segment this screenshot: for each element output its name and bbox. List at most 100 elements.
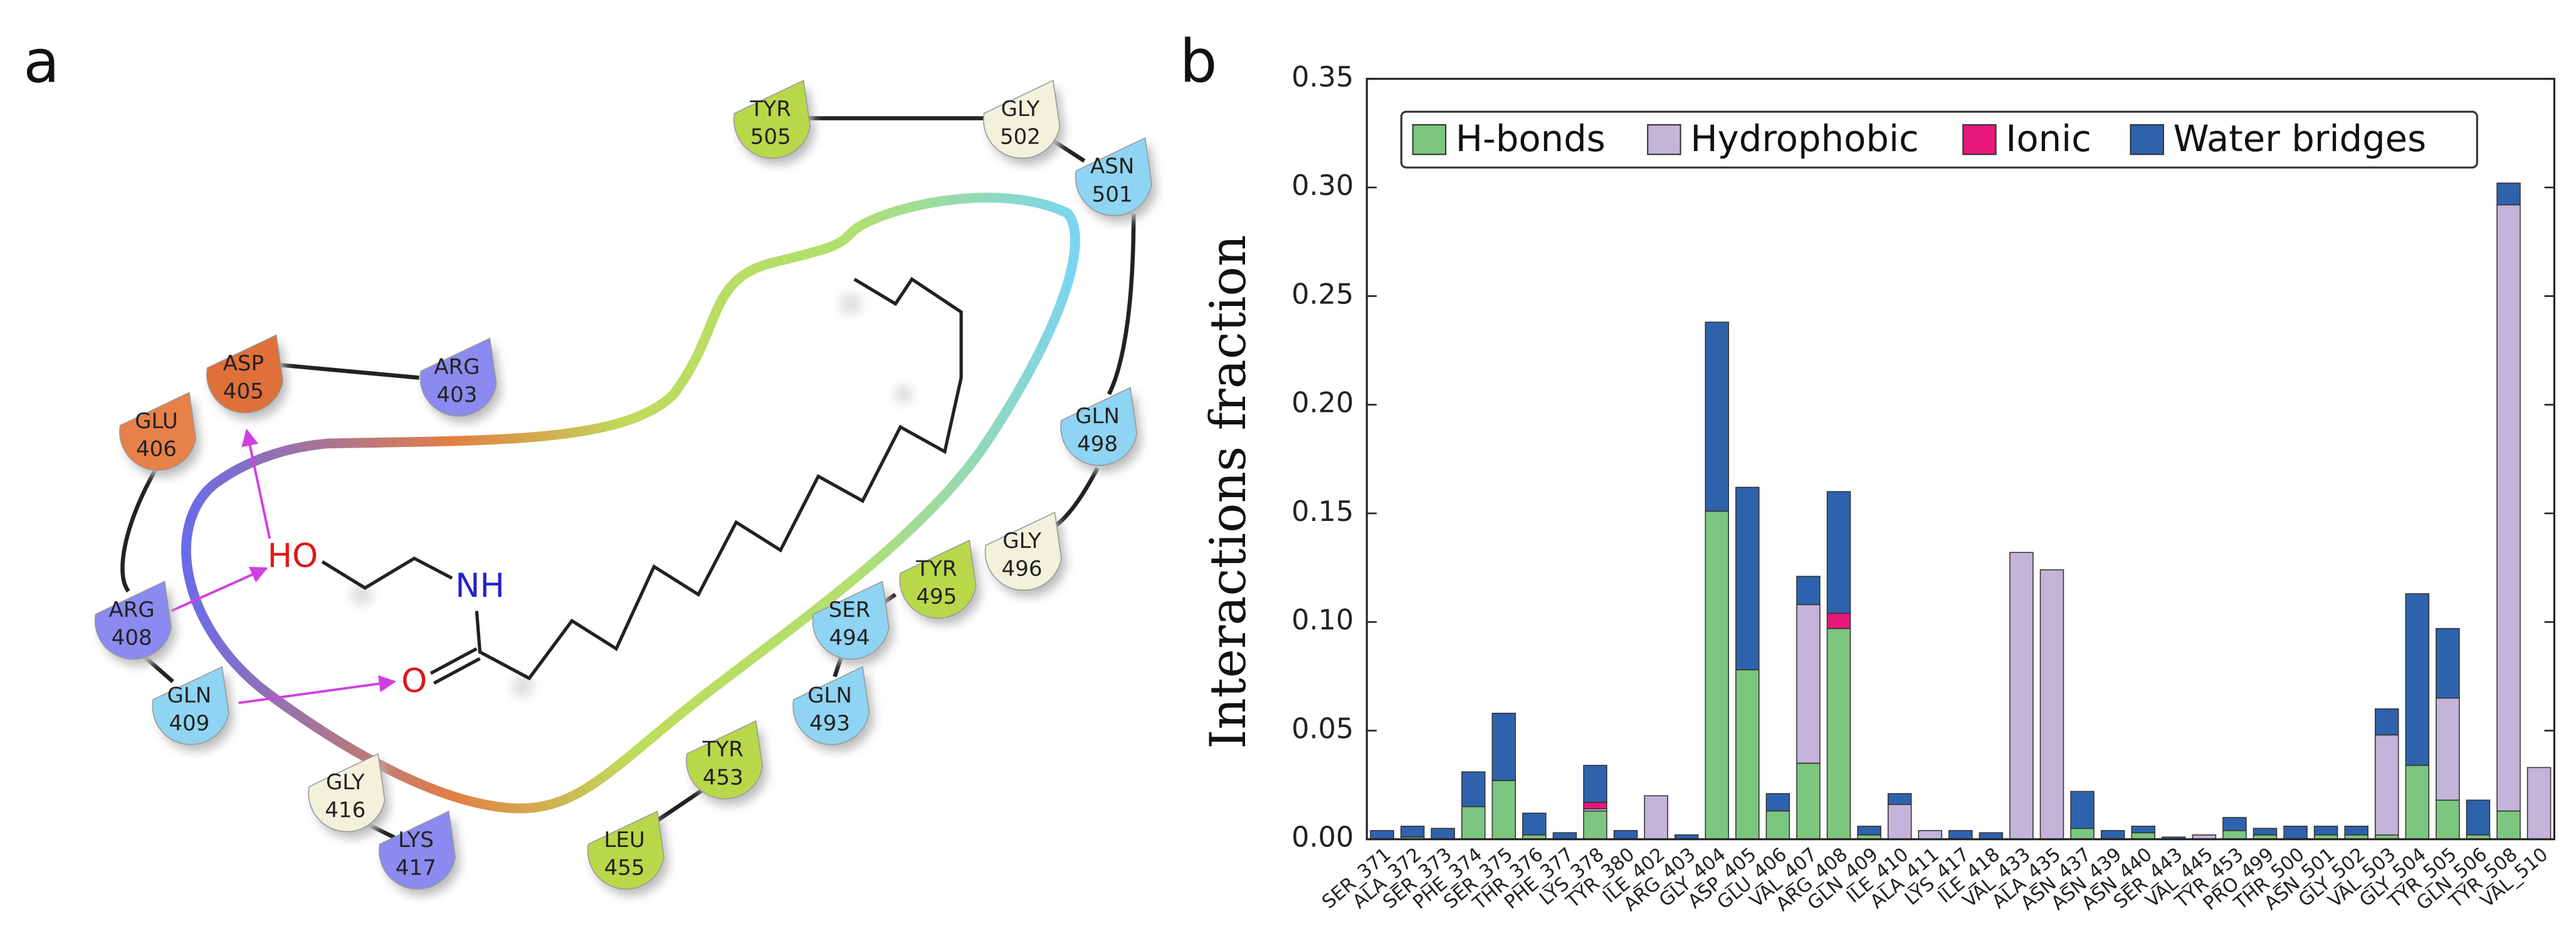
bar-segment [2313,826,2338,836]
residue-number: 409 [169,711,209,736]
residue-number: 455 [604,855,645,880]
residue-name: SER [829,597,871,623]
residue-shape [1060,387,1138,466]
bar-segment [1735,669,1760,840]
residue-shape [686,720,763,799]
residue-name: ASP [223,351,264,376]
panel-label: a [23,28,60,97]
bar-segment [1765,810,1790,840]
legend-label: H-bonds [1456,118,1606,160]
bar-segment [1857,826,1881,836]
residue-shape [119,391,197,471]
residue: ARG 408 [94,581,176,666]
ligand-bond [321,556,453,590]
residue-number: 502 [1000,125,1041,150]
residue-shape [308,753,386,833]
bar-segment [1583,802,1607,809]
residue-number: 495 [916,584,957,609]
residue: GLY 416 [308,753,390,838]
legend-swatch [1412,124,1447,155]
residue: TYR 453 [686,720,768,806]
residue-number: 403 [436,382,477,407]
residue: ASN 501 [1075,137,1157,223]
interactions [171,428,397,705]
legend-label: Ionic [2006,118,2091,160]
residue: ASP 405 [206,334,288,419]
bar-segment [2100,830,2125,840]
residue-shape [94,581,172,660]
bar-segment [1918,830,1942,840]
residue-number: 505 [750,125,791,150]
bar-segment [1705,510,1730,840]
bar-segment [1765,793,1790,812]
y-tick-label: 0.20 [1291,387,1354,419]
bar-segment [1705,322,1730,512]
backbone [120,116,1136,840]
bar-segment [1796,762,1821,840]
bar-segment [2131,826,2155,834]
bar-segment [1431,828,1455,840]
bar-segment [2009,552,2034,840]
y-tick-label: 0.30 [1291,169,1354,202]
residue: GLN 493 [792,666,875,752]
bar-segment [2496,204,2521,812]
residue-number: 453 [703,765,744,790]
bar-segment [2466,799,2491,836]
bar-segment [1644,795,1668,840]
residue-shape [419,337,497,417]
bar-segment [2070,828,2095,840]
bar-segment [2375,708,2399,736]
y-tick-label: 0.35 [1291,61,1354,93]
residue-name: LEU [604,828,644,853]
residue-name: ASN [1090,154,1134,179]
bar-segment [1887,804,1912,840]
bar-segment [1491,780,1517,840]
residue-name: GLY [326,770,365,795]
bar-segment [1461,806,1486,840]
bar-segment [1613,830,1638,840]
solvent-exposure [350,292,914,698]
legend: H-bonds Hydrophobic Ionic Water bridges [1400,110,2478,169]
bar-segment [1948,830,1973,840]
y-tick-label: 0.05 [1291,712,1354,745]
bar-segment [1826,491,1851,614]
legend-swatch [2130,124,2164,155]
residue-number: 498 [1077,431,1118,456]
legend-label: Hydrophobic [1690,118,1918,160]
residue-name: ARG [434,354,480,379]
y-tick-label: 0.00 [1291,821,1354,854]
bar-segment [2496,810,2521,840]
chart: 0.00 0.05 0.10 0.15 0.20 0.25 0.30 0.35 Interact… [1199,61,2555,916]
residue-name: TYR [702,737,744,762]
plot-frame [1365,78,2555,841]
diagram: HO NH O TYR505GLY502ASN501ARG403ASP405GL… [94,80,1157,896]
residue-name: GLY [1002,528,1041,554]
residue-name: GLY [1001,97,1040,122]
bar-segment [2222,830,2247,840]
ligand-chain [475,276,963,681]
ligand-bond [429,647,481,685]
residue-number: 416 [325,798,365,823]
bar-segment [1826,628,1851,840]
residue-shape [1075,137,1152,216]
atom-label: HO [268,537,318,575]
bar-segment [2405,765,2430,840]
residue-number: 406 [136,436,177,461]
residue-name: GLN [167,683,211,708]
bar-segment [2436,697,2460,801]
legend-label: Water bridges [2174,118,2427,160]
residue-shape [984,512,1062,591]
bar-segment [1735,486,1760,671]
residue-shape [812,581,890,660]
residue-number: 493 [809,711,850,736]
residue-name: TYR [750,97,791,122]
residue-shape [587,811,665,890]
bar-segment [1796,604,1821,764]
bar-segment [2526,767,2552,840]
